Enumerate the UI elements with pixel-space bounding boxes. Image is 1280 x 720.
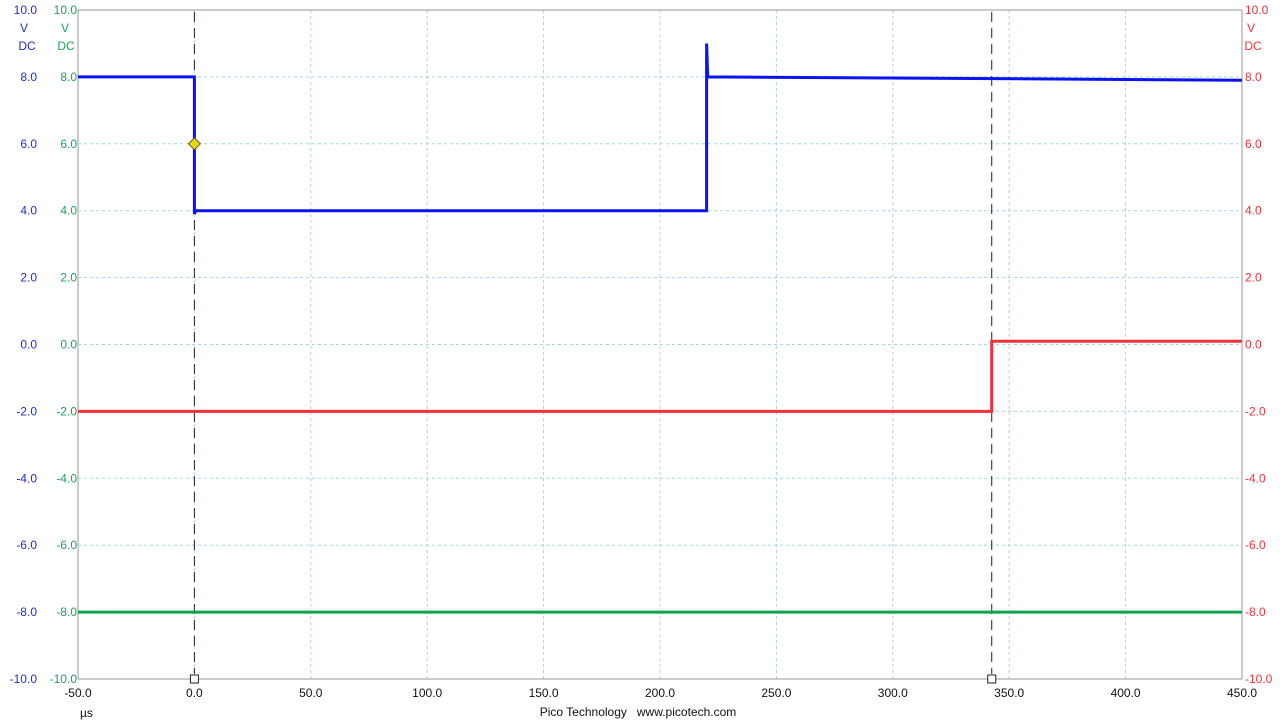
x-tick-label: 350.0	[994, 686, 1024, 700]
green-tick-label: 4.0	[60, 204, 77, 218]
red-trace	[78, 339, 1242, 413]
green-tick-label: 2.0	[60, 271, 77, 285]
x-tick-label: 150.0	[529, 686, 559, 700]
blue-trace	[78, 43, 1243, 215]
green-axis-labels: 10.0 8.0 6.0 4.0 2.0 0.0 -2.0 -4.0 -6.0 -8.0 -10.0…	[50, 3, 78, 686]
red-tick-label: 2.0	[1245, 271, 1262, 285]
red-tick-label: 6.0	[1245, 137, 1262, 151]
green-tick-label: -4.0	[56, 471, 77, 485]
green-tick-label: 0.0	[60, 338, 77, 352]
x-tick-label: 400.0	[1111, 686, 1141, 700]
green-tick-label: -2.0	[56, 404, 77, 418]
brand-label: Pico Technology www.picotech.com	[540, 705, 737, 719]
red-tick-label: -2.0	[1245, 404, 1266, 418]
grid	[77, 9, 1243, 680]
red-tick-label: 4.0	[1245, 204, 1262, 218]
blue-tick-label: 2.0	[20, 271, 37, 285]
green-coupling-label: DC	[57, 39, 75, 53]
red-unit-label: V	[1247, 21, 1255, 35]
green-tick-label: 8.0	[60, 70, 77, 84]
x-unit-label: µs	[80, 706, 93, 720]
traces	[78, 43, 1243, 614]
red-tick-label: -10.0	[1245, 672, 1273, 686]
x-tick-label: 250.0	[761, 686, 791, 700]
green-tick-label: -6.0	[56, 538, 77, 552]
x-tick-label: 450.0	[1227, 686, 1257, 700]
blue-unit-label: V	[20, 21, 28, 35]
time-ruler-handle[interactable]	[987, 674, 997, 684]
blue-tick-label: -8.0	[16, 605, 37, 619]
red-tick-label: -6.0	[1245, 538, 1266, 552]
green-tick-label: 6.0	[60, 137, 77, 151]
time-rulers[interactable]	[189, 12, 997, 684]
green-tick-label: 10.0	[54, 3, 78, 17]
blue-tick-label: -10.0	[10, 672, 38, 686]
red-tick-label: -8.0	[1245, 605, 1266, 619]
x-tick-label: 200.0	[645, 686, 675, 700]
blue-tick-label: -4.0	[16, 471, 37, 485]
time-ruler-handle[interactable]	[189, 674, 199, 684]
green-tick-label: -10.0	[50, 672, 78, 686]
blue-tick-label: 6.0	[20, 137, 37, 151]
x-tick-label: 100.0	[412, 686, 442, 700]
red-axis-labels: 10.0 8.0 6.0 4.0 2.0 0.0 -2.0 -4.0 -6.0 -8.0 -10.0…	[1244, 3, 1272, 686]
x-axis-labels: -50.0 0.0 50.0 100.0 150.0 200.0 250.0 300.0 350…	[64, 686, 1257, 700]
red-coupling-label: DC	[1244, 39, 1262, 53]
red-tick-label: -4.0	[1245, 471, 1266, 485]
green-tick-label: -8.0	[56, 605, 77, 619]
blue-tick-label: 4.0	[20, 204, 37, 218]
x-tick-label: -50.0	[64, 686, 92, 700]
x-tick-label: 0.0	[186, 686, 203, 700]
green-unit-label: V	[61, 21, 69, 35]
blue-tick-label: 0.0	[20, 338, 37, 352]
blue-tick-label: 8.0	[20, 70, 37, 84]
red-tick-label: 10.0	[1245, 3, 1269, 17]
markers[interactable]	[187, 137, 202, 151]
blue-axis-labels: 10.0 8.0 6.0 4.0 2.0 0.0 -2.0 -4.0 -6.0 -8.0 -10.0…	[10, 3, 38, 686]
x-tick-label: 50.0	[299, 686, 323, 700]
red-tick-label: 8.0	[1245, 70, 1262, 84]
red-tick-label: 0.0	[1245, 338, 1262, 352]
x-tick-label: 300.0	[878, 686, 908, 700]
blue-tick-label: 10.0	[14, 3, 38, 17]
trigger-marker[interactable]	[187, 137, 202, 151]
blue-tick-label: -2.0	[16, 404, 37, 418]
blue-coupling-label: DC	[18, 39, 36, 53]
blue-tick-label: -6.0	[16, 538, 37, 552]
